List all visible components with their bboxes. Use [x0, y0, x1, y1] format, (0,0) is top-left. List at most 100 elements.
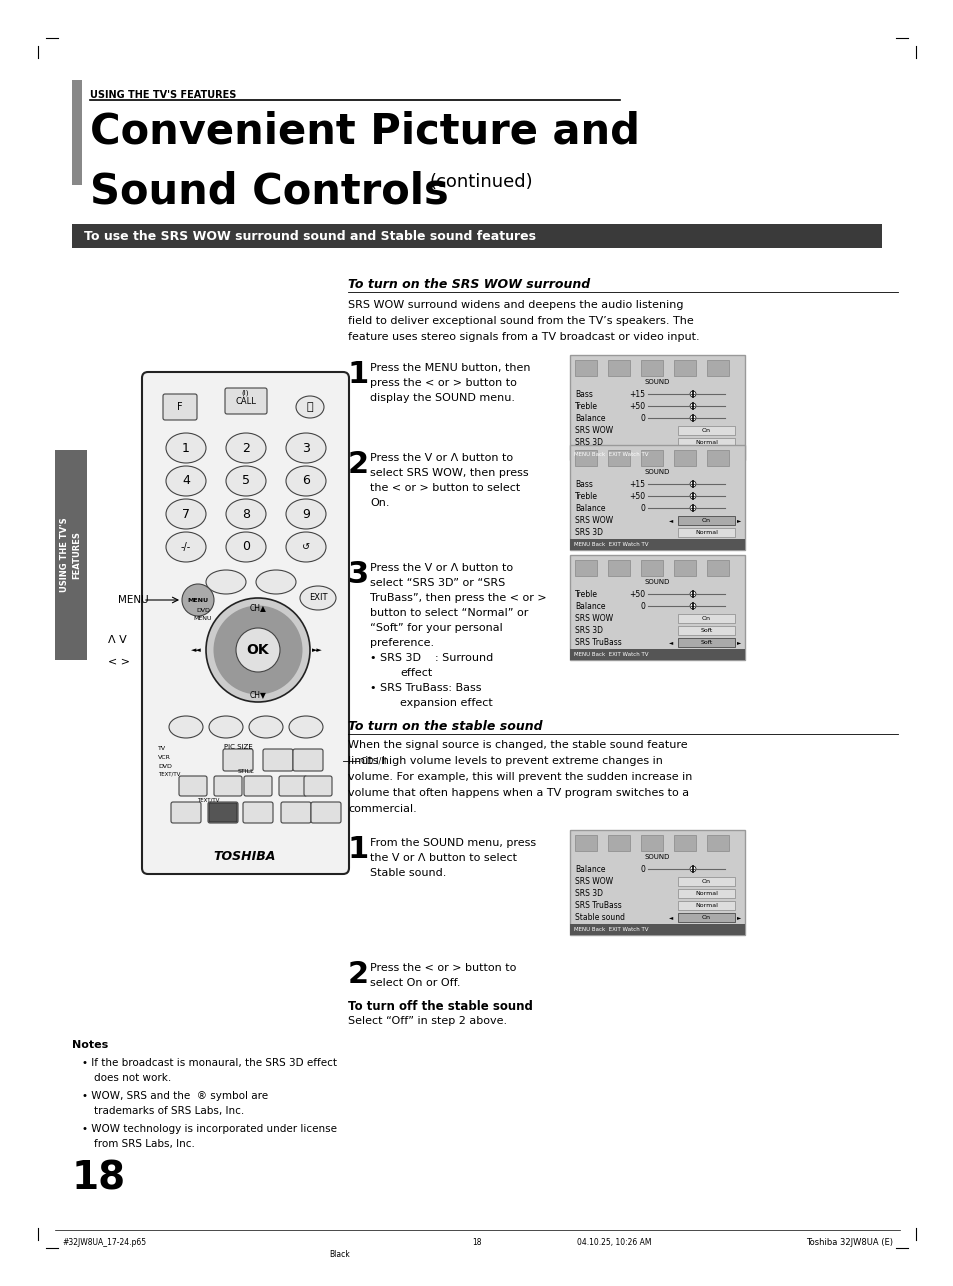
- Text: TruBass”, then press the < or >: TruBass”, then press the < or >: [370, 593, 546, 603]
- FancyBboxPatch shape: [244, 775, 272, 796]
- Text: does not work.: does not work.: [94, 1073, 172, 1083]
- Text: Convenient Picture and: Convenient Picture and: [90, 111, 639, 152]
- Text: the V or Λ button to select: the V or Λ button to select: [370, 853, 517, 863]
- Text: SRS WOW: SRS WOW: [575, 877, 613, 886]
- Text: +50: +50: [628, 403, 644, 412]
- FancyBboxPatch shape: [678, 439, 734, 448]
- Text: TEXT/TV: TEXT/TV: [196, 799, 219, 802]
- FancyBboxPatch shape: [706, 450, 728, 466]
- FancyBboxPatch shape: [243, 802, 273, 823]
- Text: SRS WOW: SRS WOW: [575, 516, 613, 525]
- Text: Black: Black: [330, 1250, 350, 1259]
- Text: ►►: ►►: [312, 647, 322, 653]
- Text: feature uses stereo signals from a TV broadcast or video input.: feature uses stereo signals from a TV br…: [348, 332, 699, 342]
- Text: SRS WOW: SRS WOW: [575, 426, 613, 435]
- FancyBboxPatch shape: [678, 638, 734, 647]
- Text: Balance: Balance: [575, 414, 605, 423]
- Ellipse shape: [226, 532, 266, 562]
- Text: To turn on the SRS WOW surround: To turn on the SRS WOW surround: [348, 278, 590, 291]
- FancyBboxPatch shape: [55, 450, 87, 660]
- FancyBboxPatch shape: [640, 360, 662, 376]
- Text: Soft: Soft: [700, 640, 712, 646]
- FancyBboxPatch shape: [678, 913, 734, 922]
- Text: 0: 0: [639, 602, 644, 611]
- Circle shape: [182, 584, 213, 616]
- Text: ◄: ◄: [668, 916, 672, 919]
- Text: display the SOUND menu.: display the SOUND menu.: [370, 394, 515, 403]
- Text: PIC SIZE: PIC SIZE: [223, 745, 253, 750]
- Text: • WOW technology is incorporated under license: • WOW technology is incorporated under l…: [82, 1124, 336, 1134]
- Text: To use the SRS WOW surround sound and Stable sound features: To use the SRS WOW surround sound and St…: [84, 229, 536, 243]
- Text: field to deliver exceptional sound from the TV’s speakers. The: field to deliver exceptional sound from …: [348, 316, 693, 325]
- Text: Press the < or > button to: Press the < or > button to: [370, 963, 516, 974]
- Text: MENU Back  EXIT Watch TV: MENU Back EXIT Watch TV: [574, 652, 648, 657]
- Ellipse shape: [166, 532, 206, 562]
- FancyBboxPatch shape: [678, 426, 734, 435]
- FancyBboxPatch shape: [569, 355, 744, 460]
- FancyBboxPatch shape: [575, 450, 597, 466]
- Text: MENU: MENU: [118, 595, 149, 604]
- Text: +50: +50: [628, 493, 644, 502]
- Ellipse shape: [226, 499, 266, 529]
- Text: 1: 1: [348, 835, 369, 864]
- Text: Press the V or Λ button to: Press the V or Λ button to: [370, 453, 513, 463]
- Text: • SRS 3D    : Surround: • SRS 3D : Surround: [370, 653, 493, 664]
- Text: On: On: [701, 616, 710, 621]
- Text: 3: 3: [302, 441, 310, 454]
- Text: 2: 2: [348, 961, 369, 989]
- FancyBboxPatch shape: [223, 748, 253, 772]
- Text: 0: 0: [639, 865, 644, 874]
- FancyBboxPatch shape: [673, 559, 696, 576]
- FancyBboxPatch shape: [678, 889, 734, 898]
- Text: TOSHIBA: TOSHIBA: [213, 850, 276, 863]
- Text: Bass: Bass: [575, 390, 592, 399]
- Text: 8: 8: [242, 508, 250, 521]
- FancyBboxPatch shape: [569, 829, 744, 935]
- Text: ►: ►: [737, 916, 740, 919]
- Text: button to select “Normal” or: button to select “Normal” or: [370, 608, 528, 619]
- Text: trademarks of SRS Labs, Inc.: trademarks of SRS Labs, Inc.: [94, 1106, 244, 1116]
- Text: SRS 3D: SRS 3D: [575, 439, 602, 448]
- Text: DVD: DVD: [158, 764, 172, 769]
- Text: Normal: Normal: [695, 530, 718, 535]
- Text: 04.10.25, 10:26 AM: 04.10.25, 10:26 AM: [577, 1238, 651, 1247]
- FancyBboxPatch shape: [607, 450, 629, 466]
- Text: (I): (I): [241, 390, 249, 396]
- Ellipse shape: [286, 499, 326, 529]
- Ellipse shape: [286, 466, 326, 496]
- Text: CH▲: CH▲: [250, 603, 266, 612]
- Text: On.: On.: [370, 498, 389, 508]
- Text: 1: 1: [182, 441, 190, 454]
- FancyBboxPatch shape: [673, 360, 696, 376]
- FancyBboxPatch shape: [293, 748, 323, 772]
- Ellipse shape: [289, 716, 323, 738]
- Text: 0: 0: [639, 504, 644, 513]
- Ellipse shape: [286, 433, 326, 463]
- FancyBboxPatch shape: [706, 559, 728, 576]
- Ellipse shape: [209, 716, 243, 738]
- Text: 1: 1: [348, 360, 369, 388]
- Text: 2: 2: [242, 441, 250, 454]
- Text: 9: 9: [302, 508, 310, 521]
- FancyBboxPatch shape: [673, 450, 696, 466]
- Text: 6: 6: [302, 475, 310, 487]
- Text: On: On: [701, 518, 710, 523]
- Text: TV: TV: [158, 746, 166, 751]
- Circle shape: [689, 865, 696, 872]
- Circle shape: [689, 391, 696, 397]
- Text: SOUND: SOUND: [644, 579, 670, 585]
- Text: ►: ►: [737, 518, 740, 523]
- Text: 0: 0: [639, 414, 644, 423]
- FancyBboxPatch shape: [678, 626, 734, 635]
- FancyBboxPatch shape: [569, 539, 744, 550]
- Ellipse shape: [206, 598, 310, 702]
- Text: Balance: Balance: [575, 865, 605, 874]
- Text: SRS TruBass: SRS TruBass: [575, 638, 621, 647]
- Text: “Soft” for your personal: “Soft” for your personal: [370, 622, 502, 633]
- FancyBboxPatch shape: [569, 649, 744, 660]
- FancyBboxPatch shape: [208, 802, 237, 823]
- Text: DVD: DVD: [196, 608, 210, 613]
- Text: CH▼: CH▼: [250, 691, 266, 700]
- Text: CALL: CALL: [235, 396, 256, 405]
- Text: SRS TruBass: SRS TruBass: [575, 901, 621, 910]
